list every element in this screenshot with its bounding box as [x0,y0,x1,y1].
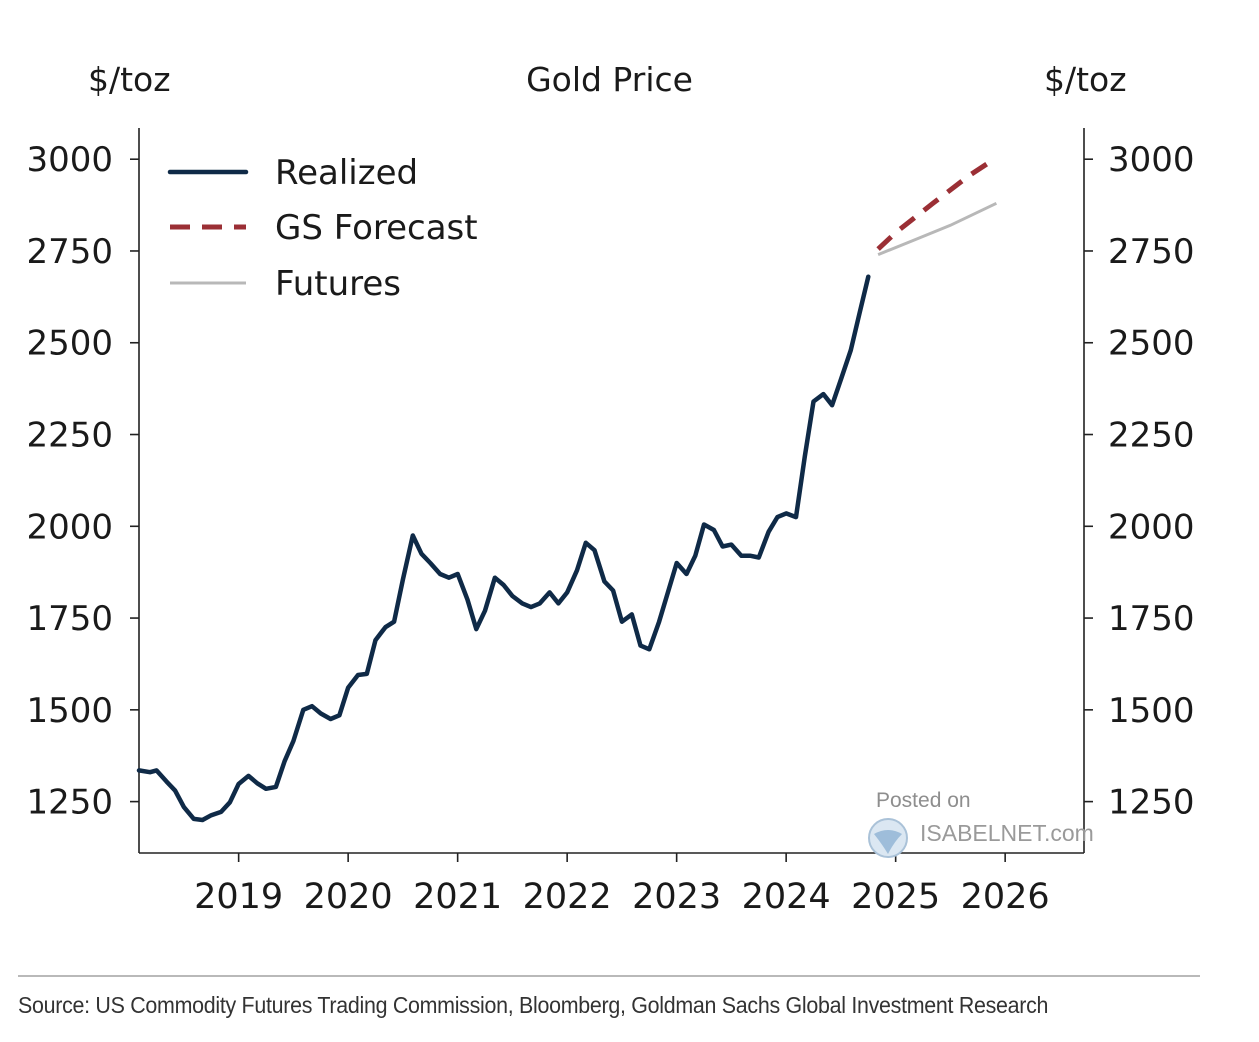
y-tick-label-right: 2000 [1108,507,1195,547]
chart-axes: 1250 1250 1500 1500 1750 1750 2000 2000 2250 2250… [26,128,1195,917]
y-tick-label-right: 2750 [1108,232,1195,272]
x-tick-label: 2026 [961,877,1050,917]
y-tick-label-right: 1750 [1108,599,1195,639]
chart-legend: Realized GS Forecast Futures [167,153,478,304]
y-tick-label-left: 2750 [26,232,113,272]
watermark-site: ISABELNET.com [920,820,1094,846]
footer-divider [18,975,1200,977]
y-tick-label-right: 1250 [1108,783,1195,823]
x-tick-label: 2020 [304,877,393,917]
y-tick-label-left: 1750 [26,599,113,639]
y-tick-label-left: 3000 [26,140,113,180]
x-tick-label: 2021 [413,877,502,917]
y-tick-label-left: 2500 [26,324,113,364]
y-tick-label-left: 1500 [26,691,113,731]
y-axis-label-right: $/toz [1044,60,1127,99]
legend-label-realized: Realized [275,153,418,193]
y-tick-label-left: 1250 [26,783,113,823]
watermark-posted-on: Posted on [876,789,971,812]
x-tick-label: 2019 [194,877,283,917]
y-axis-label-left: $/toz [88,60,171,99]
x-tick-label: 2024 [742,877,831,917]
x-tick-label: 2025 [851,877,940,917]
legend-label-gs-forecast: GS Forecast [275,208,478,248]
legend-label-futures: Futures [275,264,401,304]
series-line-realized [136,274,871,823]
y-tick-label-left: 2000 [26,507,113,547]
chart-series-lines [136,157,998,823]
x-tick-label: 2023 [632,877,721,917]
chart-title: Gold Price [526,60,693,99]
y-tick-label-right: 3000 [1108,140,1195,180]
y-tick-label-right: 2500 [1108,324,1195,364]
y-tick-label-right: 1500 [1108,691,1195,731]
globe-icon [868,818,908,858]
series-line-futures [877,201,998,256]
y-tick-label-right: 2250 [1108,416,1195,456]
source-note: Source: US Commodity Futures Trading Com… [18,992,1049,1018]
series-line-gs-forecast [876,157,996,251]
y-tick-label-left: 2250 [26,416,113,456]
x-tick-label: 2022 [523,877,612,917]
